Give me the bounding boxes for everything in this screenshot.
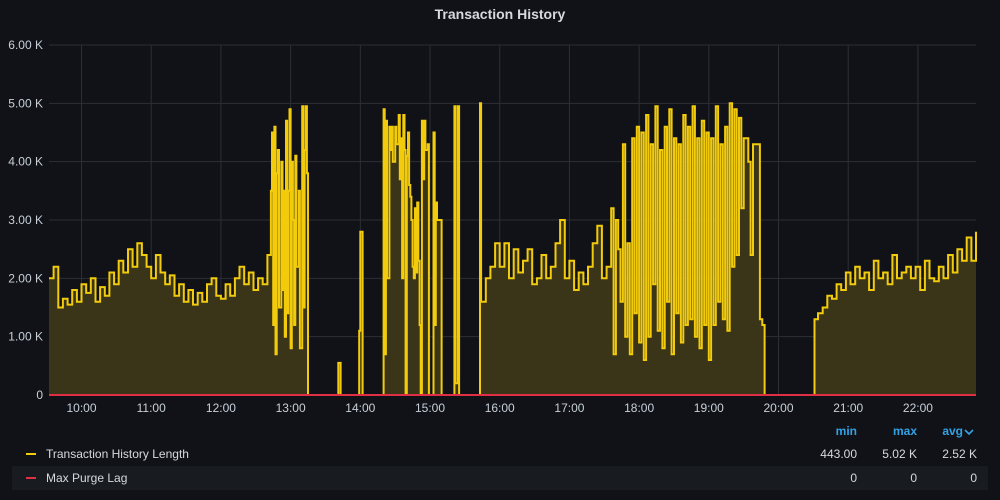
panel-title: Transaction History [434,6,566,22]
series-line-transaction-history-length [49,102,977,396]
legend-series-name: Transaction History Length [46,447,189,461]
legend-avg-value: 2.52 K [942,447,977,461]
x-tick-label: 12:00 [206,401,236,415]
legend-row-max-purge-lag[interactable]: Max Purge Lag 0 0 0 [12,466,988,490]
x-tick-label: 17:00 [554,401,584,415]
legend-swatch [26,477,36,479]
y-tick-label: 3.00 K [8,213,43,227]
legend-header-min[interactable]: min [835,424,857,438]
x-tick-label: 16:00 [485,401,515,415]
x-tick-label: 14:00 [345,401,375,415]
legend-min-value: 443.00 [820,447,857,461]
series-layer [49,102,977,396]
time-series-chart: 0 1.00 K 2.00 K 3.00 K 4.00 K 5.00 K 6.00 K 10… [8,38,977,415]
legend-avg-value: 0 [970,471,977,485]
legend-swatch [26,453,36,455]
x-tick-label: 18:00 [624,401,654,415]
y-tick-label: 5.00 K [8,96,43,110]
legend-min-value: 0 [850,471,857,485]
x-tick-label: 15:00 [415,401,445,415]
x-tick-label: 20:00 [764,401,794,415]
legend-row-transaction-history-length[interactable]: Transaction History Length 443.00 5.02 K… [12,442,988,466]
y-tick-label: 2.00 K [8,271,43,285]
x-tick-label: 13:00 [276,401,306,415]
legend-header-avg[interactable]: avg [942,424,963,438]
chevron-down-icon[interactable] [964,428,974,436]
y-tick-label: 4.00 K [8,155,43,169]
x-tick-label: 21:00 [833,401,863,415]
x-tick-label: 22:00 [903,401,933,415]
legend-max-value: 0 [910,471,917,485]
series-area-fill [49,103,976,396]
x-tick-label: 10:00 [67,401,97,415]
y-axis-ticks: 0 1.00 K 2.00 K 3.00 K 4.00 K 5.00 K 6.00 K [8,38,43,402]
x-tick-label: 19:00 [694,401,724,415]
y-tick-label: 0 [36,388,43,402]
y-tick-label: 6.00 K [8,38,43,52]
x-tick-label: 11:00 [137,401,166,415]
legend-max-value: 5.02 K [882,447,917,461]
x-axis-ticks: 10:00 11:00 12:00 13:00 14:00 15:00 16:00 17:00… [67,401,934,415]
legend-header-max[interactable]: max [892,424,917,438]
legend-series-name: Max Purge Lag [46,471,128,485]
y-tick-label: 1.00 K [8,330,43,344]
